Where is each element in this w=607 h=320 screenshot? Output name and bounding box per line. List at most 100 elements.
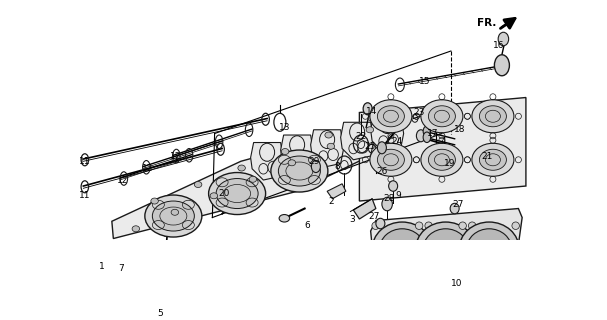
Ellipse shape [210, 193, 218, 199]
Ellipse shape [327, 143, 334, 149]
Ellipse shape [472, 100, 514, 133]
Ellipse shape [279, 214, 290, 222]
Text: 3: 3 [349, 214, 354, 224]
Ellipse shape [459, 268, 466, 276]
Ellipse shape [415, 268, 423, 276]
Ellipse shape [421, 100, 463, 133]
Ellipse shape [378, 149, 404, 170]
Text: 6: 6 [304, 220, 310, 229]
Polygon shape [251, 142, 283, 180]
Text: 27: 27 [453, 200, 464, 209]
Ellipse shape [366, 127, 374, 133]
Ellipse shape [282, 148, 289, 155]
Ellipse shape [425, 268, 432, 276]
Ellipse shape [472, 143, 514, 176]
Ellipse shape [382, 197, 392, 211]
Polygon shape [353, 199, 376, 219]
Text: 8: 8 [334, 162, 340, 171]
Ellipse shape [498, 32, 509, 46]
Ellipse shape [370, 100, 412, 133]
Text: 28: 28 [384, 194, 395, 203]
Text: 16: 16 [493, 41, 504, 50]
Ellipse shape [151, 198, 158, 204]
Ellipse shape [132, 226, 140, 232]
Ellipse shape [388, 181, 398, 191]
Ellipse shape [459, 222, 519, 276]
Ellipse shape [216, 179, 258, 209]
Text: 2: 2 [328, 196, 334, 205]
Ellipse shape [311, 161, 320, 172]
Text: 25: 25 [364, 142, 376, 151]
Polygon shape [371, 209, 522, 284]
Ellipse shape [379, 229, 425, 269]
Ellipse shape [459, 222, 466, 229]
Text: 4: 4 [441, 137, 446, 146]
Text: 13: 13 [279, 123, 290, 132]
Ellipse shape [469, 268, 476, 276]
Text: 1: 1 [99, 262, 105, 271]
Text: 24: 24 [392, 137, 402, 146]
Ellipse shape [370, 143, 412, 176]
Text: 15: 15 [419, 76, 430, 85]
Text: 17: 17 [427, 129, 439, 138]
Text: 9: 9 [396, 190, 401, 200]
Ellipse shape [512, 268, 520, 276]
Ellipse shape [512, 222, 520, 229]
Ellipse shape [325, 132, 333, 138]
Text: 12: 12 [117, 176, 128, 185]
Polygon shape [359, 98, 526, 201]
Ellipse shape [162, 266, 169, 277]
Polygon shape [371, 115, 404, 152]
Ellipse shape [495, 55, 509, 76]
Text: 7: 7 [118, 264, 124, 273]
Ellipse shape [152, 201, 194, 231]
Ellipse shape [372, 222, 432, 276]
Ellipse shape [194, 181, 202, 188]
Ellipse shape [363, 103, 372, 115]
Ellipse shape [480, 106, 506, 127]
Ellipse shape [423, 132, 430, 142]
Text: 12: 12 [142, 164, 154, 172]
Polygon shape [311, 130, 344, 167]
Ellipse shape [423, 126, 430, 137]
Ellipse shape [378, 106, 404, 127]
Polygon shape [280, 135, 314, 172]
Ellipse shape [145, 195, 202, 237]
Ellipse shape [368, 116, 376, 122]
Ellipse shape [378, 142, 387, 154]
Ellipse shape [376, 218, 385, 229]
Ellipse shape [171, 209, 178, 215]
Text: 12: 12 [170, 152, 181, 161]
Ellipse shape [279, 156, 320, 186]
Ellipse shape [429, 106, 455, 127]
Ellipse shape [271, 150, 328, 192]
Ellipse shape [415, 222, 423, 229]
Ellipse shape [372, 222, 379, 229]
Text: 11: 11 [79, 190, 90, 200]
Ellipse shape [376, 271, 385, 281]
Text: 29: 29 [309, 157, 320, 166]
Text: 11: 11 [79, 157, 90, 166]
Ellipse shape [423, 229, 468, 269]
Text: 5: 5 [157, 309, 163, 318]
Ellipse shape [238, 165, 245, 171]
Text: 14: 14 [367, 107, 378, 116]
Text: 27: 27 [368, 212, 379, 220]
Polygon shape [327, 184, 346, 199]
Ellipse shape [288, 160, 296, 166]
Ellipse shape [429, 149, 455, 170]
Ellipse shape [372, 268, 379, 276]
Ellipse shape [416, 222, 476, 276]
Ellipse shape [249, 176, 257, 182]
Text: 18: 18 [454, 124, 466, 133]
Text: 10: 10 [451, 279, 463, 288]
Text: 20: 20 [219, 189, 230, 198]
Ellipse shape [416, 130, 426, 142]
Ellipse shape [421, 143, 463, 176]
Text: 22: 22 [355, 132, 367, 141]
Ellipse shape [425, 222, 432, 229]
Text: 19: 19 [444, 159, 455, 168]
Polygon shape [341, 122, 374, 160]
Text: 23: 23 [414, 108, 425, 117]
Ellipse shape [94, 251, 106, 266]
